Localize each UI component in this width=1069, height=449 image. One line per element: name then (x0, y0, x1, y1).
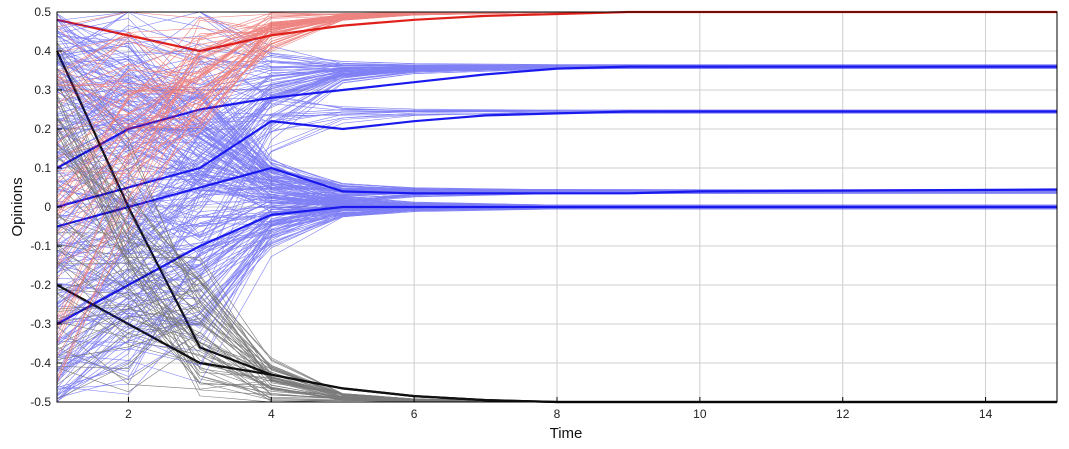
y-tick-label: 0.4 (34, 44, 51, 58)
trajectory-line (56, 207, 1057, 403)
axes-frame (56, 11, 1058, 403)
y-tick-label: 0.5 (34, 5, 51, 19)
trajectory-line (56, 64, 1058, 373)
series-lines (55, 10, 1058, 404)
trajectory-line (56, 65, 1058, 305)
tick-labels: 2 4 6 8 10 12 14 0.5 0.4 0.3 0.2 0.1 0 -0.1 -0.2 -0.3 -0… (30, 5, 992, 421)
y-tick-label: 0.1 (34, 161, 51, 175)
x-tick-label: 4 (268, 407, 275, 421)
plot-frame (56, 11, 1058, 403)
y-tick-label: 0.2 (34, 122, 51, 136)
x-tick-label: 8 (554, 407, 561, 421)
y-tick-label: -0.3 (30, 317, 51, 331)
x-tick-label: 6 (411, 407, 418, 421)
trajectory-bundle (56, 11, 1058, 403)
x-tick-label: 14 (979, 407, 993, 421)
x-tick-label: 10 (693, 407, 707, 421)
y-tick-label: -0.1 (30, 239, 51, 253)
y-tick-label: 0 (44, 200, 51, 214)
x-tick-label: 12 (836, 407, 850, 421)
y-tick-label: 0.3 (34, 83, 51, 97)
trajectory-line (56, 43, 1057, 163)
trajectory-line (56, 35, 1058, 113)
trajectory-line (56, 177, 1057, 238)
x-axis-title: Time (550, 425, 583, 442)
trajectory-line (56, 86, 1057, 210)
y-tick-label: -0.2 (30, 278, 51, 292)
x-tick-label: 2 (125, 407, 132, 421)
trajectory-line (56, 204, 1057, 294)
y-axis-title: Opinions (9, 177, 26, 236)
y-tick-label: -0.4 (30, 356, 51, 370)
y-tick-label: -0.5 (30, 395, 51, 409)
